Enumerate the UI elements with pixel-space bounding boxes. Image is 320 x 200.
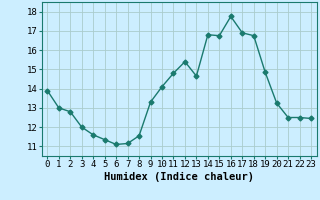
X-axis label: Humidex (Indice chaleur): Humidex (Indice chaleur) [104, 172, 254, 182]
